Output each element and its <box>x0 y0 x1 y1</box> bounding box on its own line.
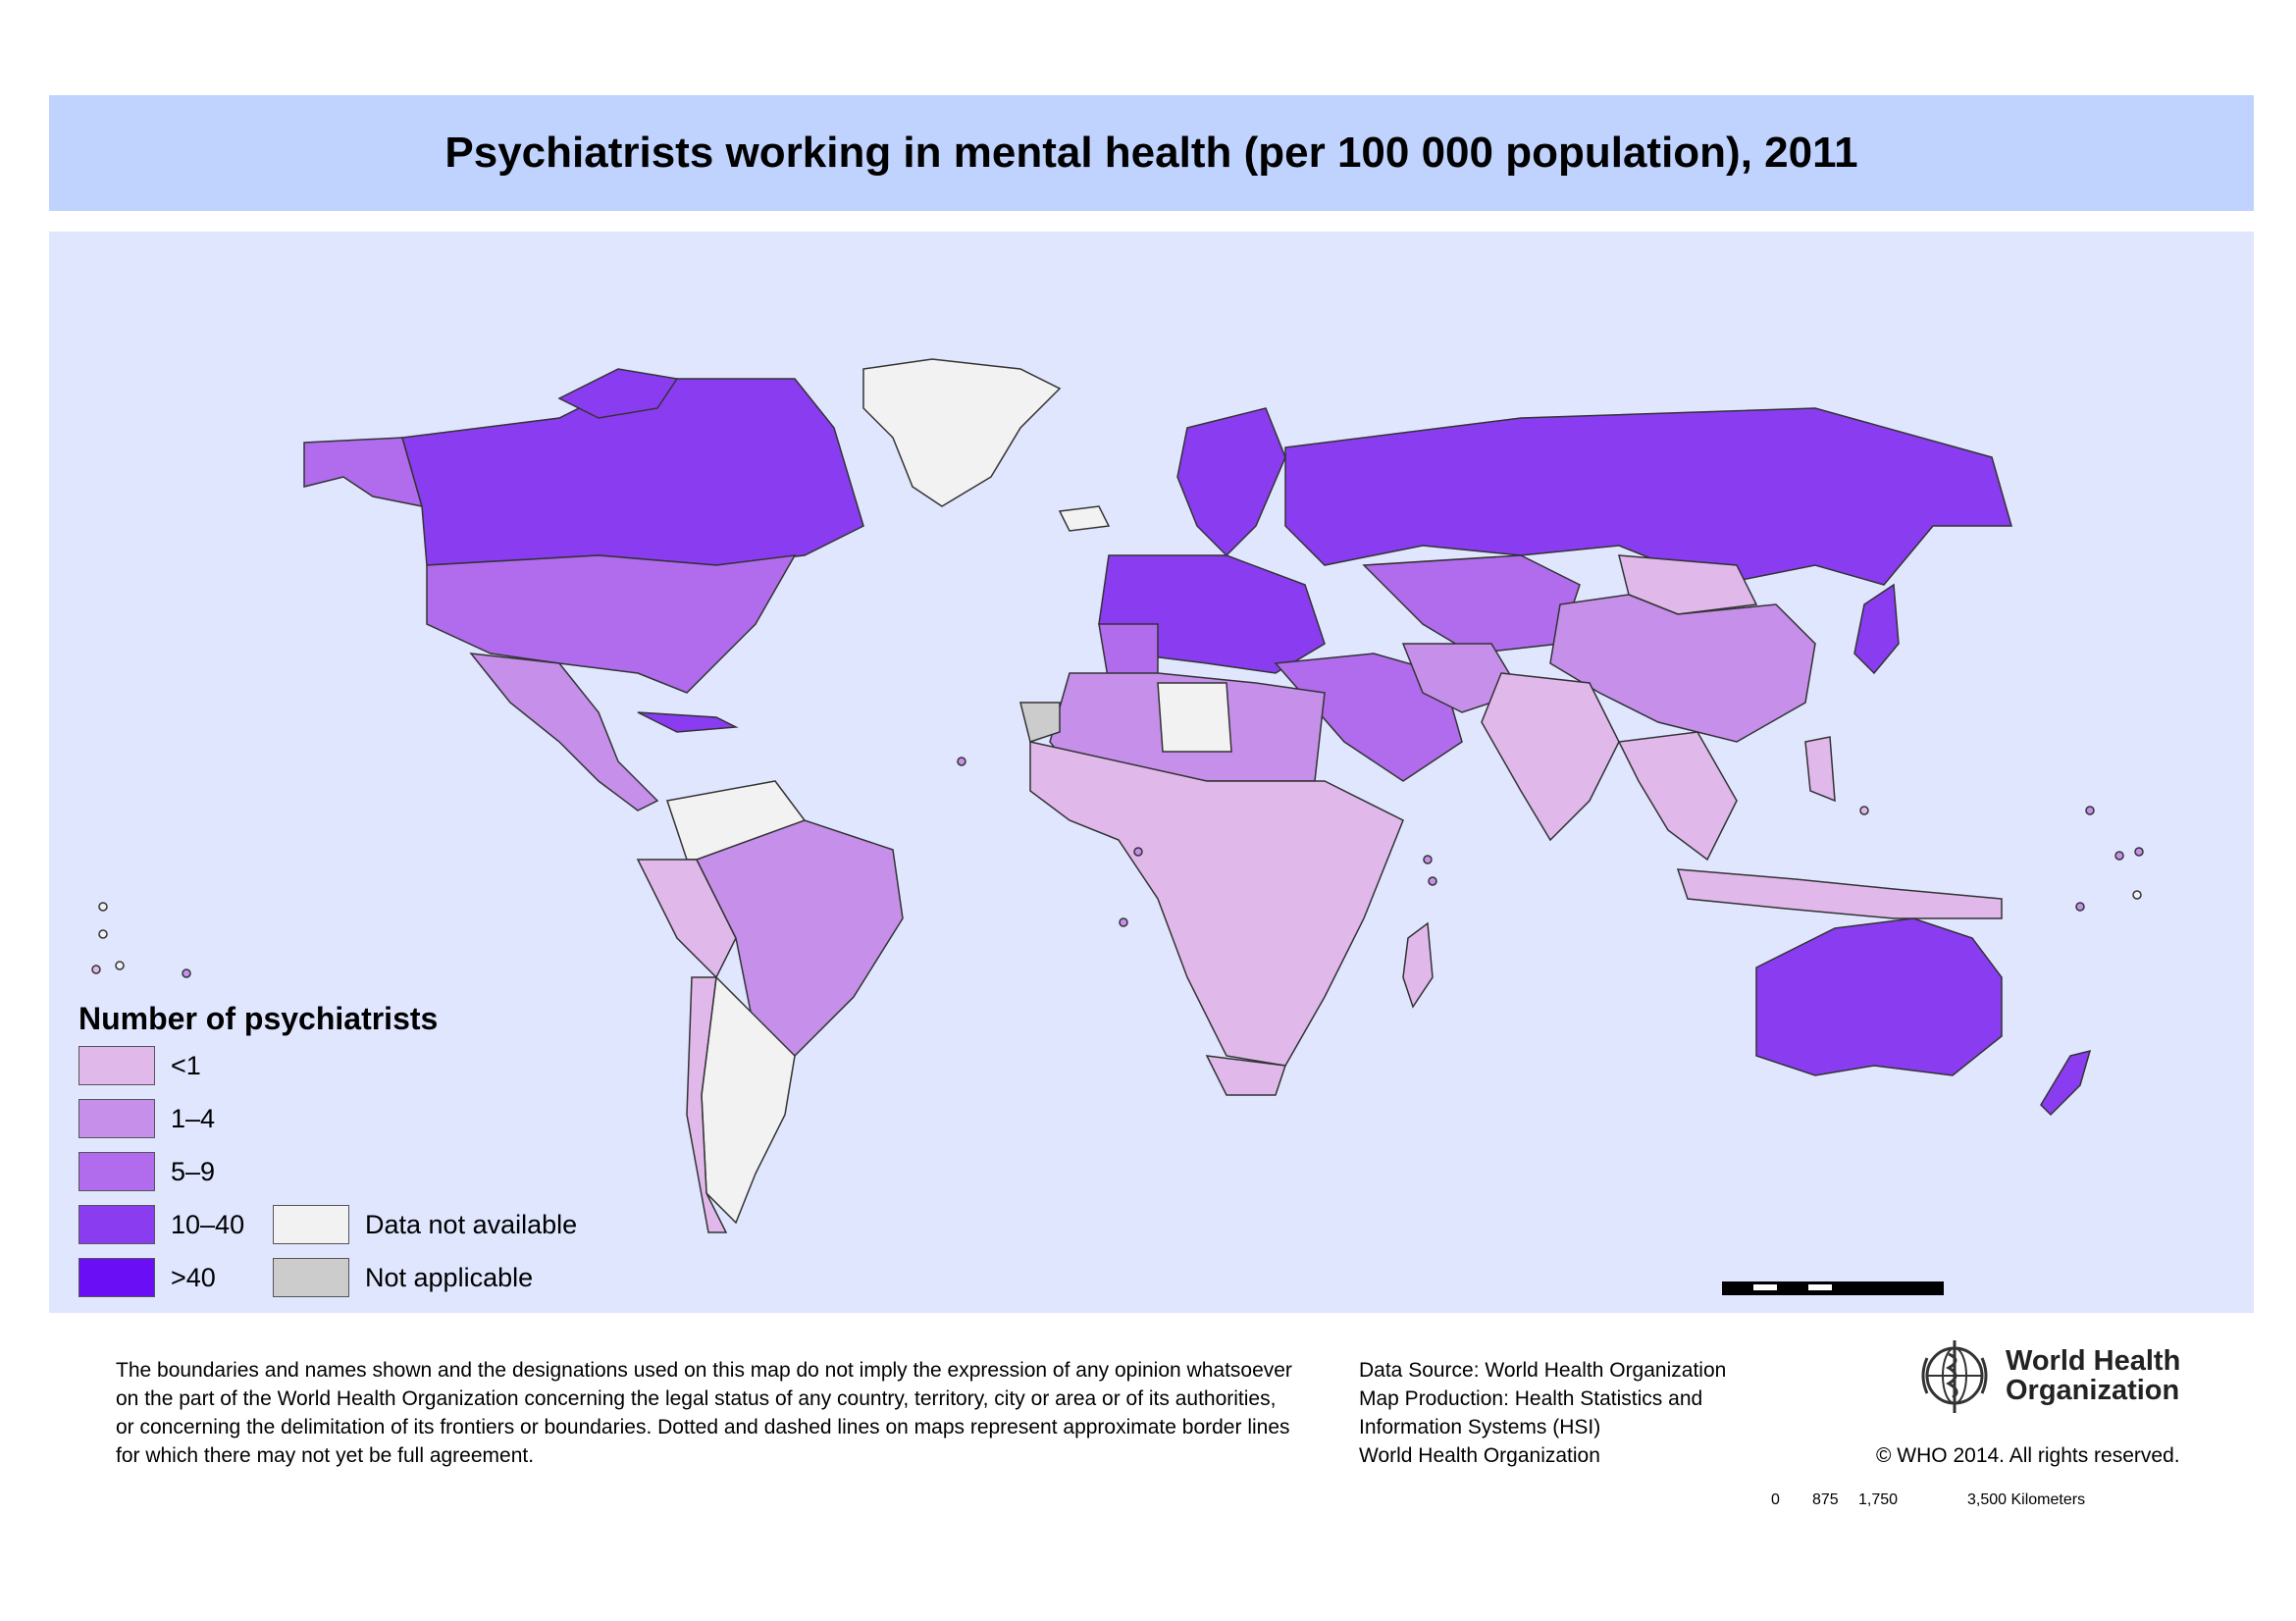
data-source: Data Source: World Health Organization M… <box>1359 1356 1771 1470</box>
legend-item: 1–4 <box>78 1099 215 1138</box>
region-central-asia <box>1362 554 1581 654</box>
scale-labels: 0 875 1,750 3,500 Kilometers <box>1771 1491 2164 1511</box>
legend-label: 10–40 <box>171 1209 245 1239</box>
disclaimer: The boundaries and names shown and the d… <box>116 1356 1323 1470</box>
who-emblem-icon <box>1921 1340 1988 1413</box>
scale-label-2: 1,750 <box>1858 1491 1899 1508</box>
map-title: Psychiatrists working in mental health (… <box>444 129 1858 177</box>
region-mongolia <box>1618 554 1758 615</box>
legend-label: >40 <box>171 1262 216 1292</box>
region-mexico <box>469 653 659 811</box>
legend-label: Not applicable <box>365 1262 534 1292</box>
legend-swatch <box>78 1258 155 1297</box>
region-alaska <box>303 437 424 507</box>
scale-label-1: 875 <box>1812 1491 1839 1508</box>
source-line: Data Source: World Health Organization <box>1359 1359 1727 1382</box>
region-philippines <box>1804 736 1836 803</box>
region-australia <box>1755 917 2003 1076</box>
source-line: Information Systems (HSI) <box>1359 1416 1601 1438</box>
region-greenland <box>862 358 1062 507</box>
legend-item: 10–40 <box>78 1205 244 1244</box>
region-india <box>1481 672 1620 842</box>
region-indonesia <box>1676 868 2003 919</box>
region-caribbean <box>637 711 739 733</box>
copyright: © WHO 2014. All rights reserved. <box>1876 1444 2180 1467</box>
legend-swatch <box>78 1046 155 1085</box>
who-logo: World Health Organization <box>1913 1334 2180 1417</box>
scale-label-3: 3,500 Kilometers <box>1967 1491 2086 1508</box>
region-south-africa <box>1205 1055 1287 1096</box>
legend-swatch <box>273 1258 349 1297</box>
map-panel: 0 875 1,750 3,500 Kilometers <box>49 232 2254 1508</box>
legend-title: Number of psychiatrists <box>78 1001 439 1036</box>
region-se-asia <box>1617 731 1738 862</box>
legend-item: >40 <box>78 1258 216 1297</box>
title-bar: Psychiatrists working in mental health (… <box>49 95 2254 211</box>
region-russia <box>1284 407 2012 586</box>
legend-swatch <box>78 1152 155 1191</box>
region-madagascar <box>1402 921 1434 1009</box>
legend-item: <1 <box>78 1046 201 1085</box>
scale-bar <box>1722 1281 1944 1295</box>
world-map <box>91 358 2144 1233</box>
disclaimer-line: The boundaries and names shown and the d… <box>116 1359 1292 1382</box>
region-iceland <box>1058 505 1111 532</box>
who-name-line: Organization <box>2006 1375 2180 1406</box>
region-arctic-islands <box>557 368 679 419</box>
legend-label: 1–4 <box>171 1103 216 1133</box>
region-sub-saharan-africa <box>1029 741 1404 1067</box>
disclaimer-line: or concerning the delimitation of its fr… <box>116 1416 1290 1438</box>
legend-swatch <box>78 1205 155 1244</box>
region-western-sahara <box>1019 702 1061 743</box>
who-name-line: World Health <box>2006 1345 2181 1377</box>
legend-swatch <box>273 1205 349 1244</box>
region-usa <box>426 554 797 694</box>
source-line: Map Production: Health Statistics and <box>1359 1387 1703 1410</box>
legend-swatch <box>78 1099 155 1138</box>
region-new-zealand <box>2040 1049 2092 1117</box>
region-scandinavia <box>1176 407 1286 557</box>
legend-item: Not applicable <box>273 1258 533 1297</box>
disclaimer-line: on the part of the World Health Organiza… <box>116 1387 1277 1410</box>
region-brazil <box>695 819 904 1057</box>
region-chile <box>686 976 728 1233</box>
scale-label-0: 0 <box>1771 1491 1780 1508</box>
who-name: World Health Organization <box>2006 1346 2180 1405</box>
legend-item: Data not available <box>273 1205 577 1244</box>
source-line: World Health Organization <box>1359 1444 1600 1467</box>
island-markers <box>91 757 2144 978</box>
legend-item: 5–9 <box>78 1152 215 1191</box>
region-japan <box>1853 583 1900 675</box>
region-libya <box>1157 682 1232 753</box>
legend-label: Data not available <box>365 1209 578 1239</box>
legend-label: 5–9 <box>171 1156 216 1186</box>
disclaimer-line: for which there may not yet be full agre… <box>116 1444 535 1467</box>
region-middle-east <box>1274 653 1463 782</box>
legend-label: <1 <box>171 1050 201 1080</box>
